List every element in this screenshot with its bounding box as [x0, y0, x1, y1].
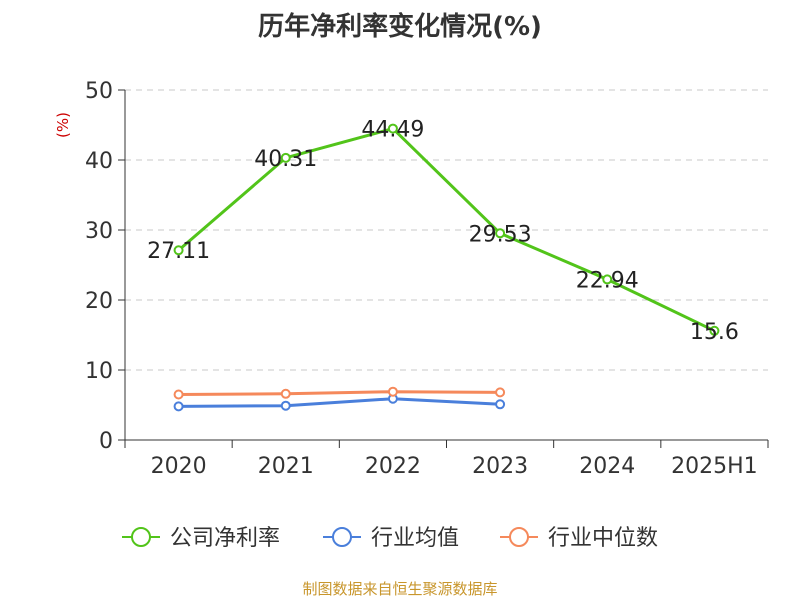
- data-label: 15.6: [690, 320, 739, 345]
- data-point: [173, 401, 184, 412]
- data-point: [173, 245, 184, 256]
- x-tick-label: 2023: [472, 454, 528, 479]
- data-label: 40.31: [254, 147, 317, 172]
- series-line-0: [177, 127, 716, 333]
- data-label: 22.94: [576, 268, 639, 293]
- legend-label: 行业中位数: [548, 526, 658, 551]
- data-label: 44.49: [361, 118, 424, 143]
- data-point: [495, 399, 506, 410]
- data-point: [387, 386, 398, 397]
- data-point: [173, 389, 184, 400]
- data-point: [495, 228, 506, 239]
- series-line-1: [178, 397, 501, 408]
- source-note: 制图数据来自恒生聚源数据库: [302, 580, 498, 598]
- x-tick-label: 2020: [151, 454, 207, 479]
- series-line-2: [178, 390, 501, 396]
- chart-title: 历年净利率变化情况(%): [258, 12, 542, 42]
- legend-marker: [332, 527, 352, 547]
- x-tick-label: 2022: [365, 454, 421, 479]
- data-label: 27.11: [147, 239, 210, 264]
- y-tick-label: 50: [85, 79, 113, 104]
- y-tick-label: 30: [85, 219, 113, 244]
- data-point: [387, 123, 398, 134]
- y-tick-label: 10: [85, 359, 113, 384]
- x-tick-label: 2024: [579, 454, 635, 479]
- data-label: 29.53: [469, 222, 532, 247]
- x-tick-label: 2021: [258, 454, 314, 479]
- data-point: [709, 325, 720, 336]
- data-point: [495, 387, 506, 398]
- data-point: [280, 152, 291, 163]
- y-tick-label: 0: [99, 429, 113, 454]
- y-axis-label: (%): [54, 112, 72, 138]
- data-point: [602, 274, 613, 285]
- x-tick-label: 2025H1: [671, 454, 758, 479]
- data-point: [280, 388, 291, 399]
- data-point: [280, 400, 291, 411]
- legend-marker: [131, 527, 151, 547]
- y-tick-label: 40: [85, 149, 113, 174]
- legend-label: 行业均值: [371, 526, 459, 551]
- y-tick-label: 20: [85, 289, 113, 314]
- legend-label: 公司净利率: [170, 526, 280, 551]
- legend-marker: [509, 527, 529, 547]
